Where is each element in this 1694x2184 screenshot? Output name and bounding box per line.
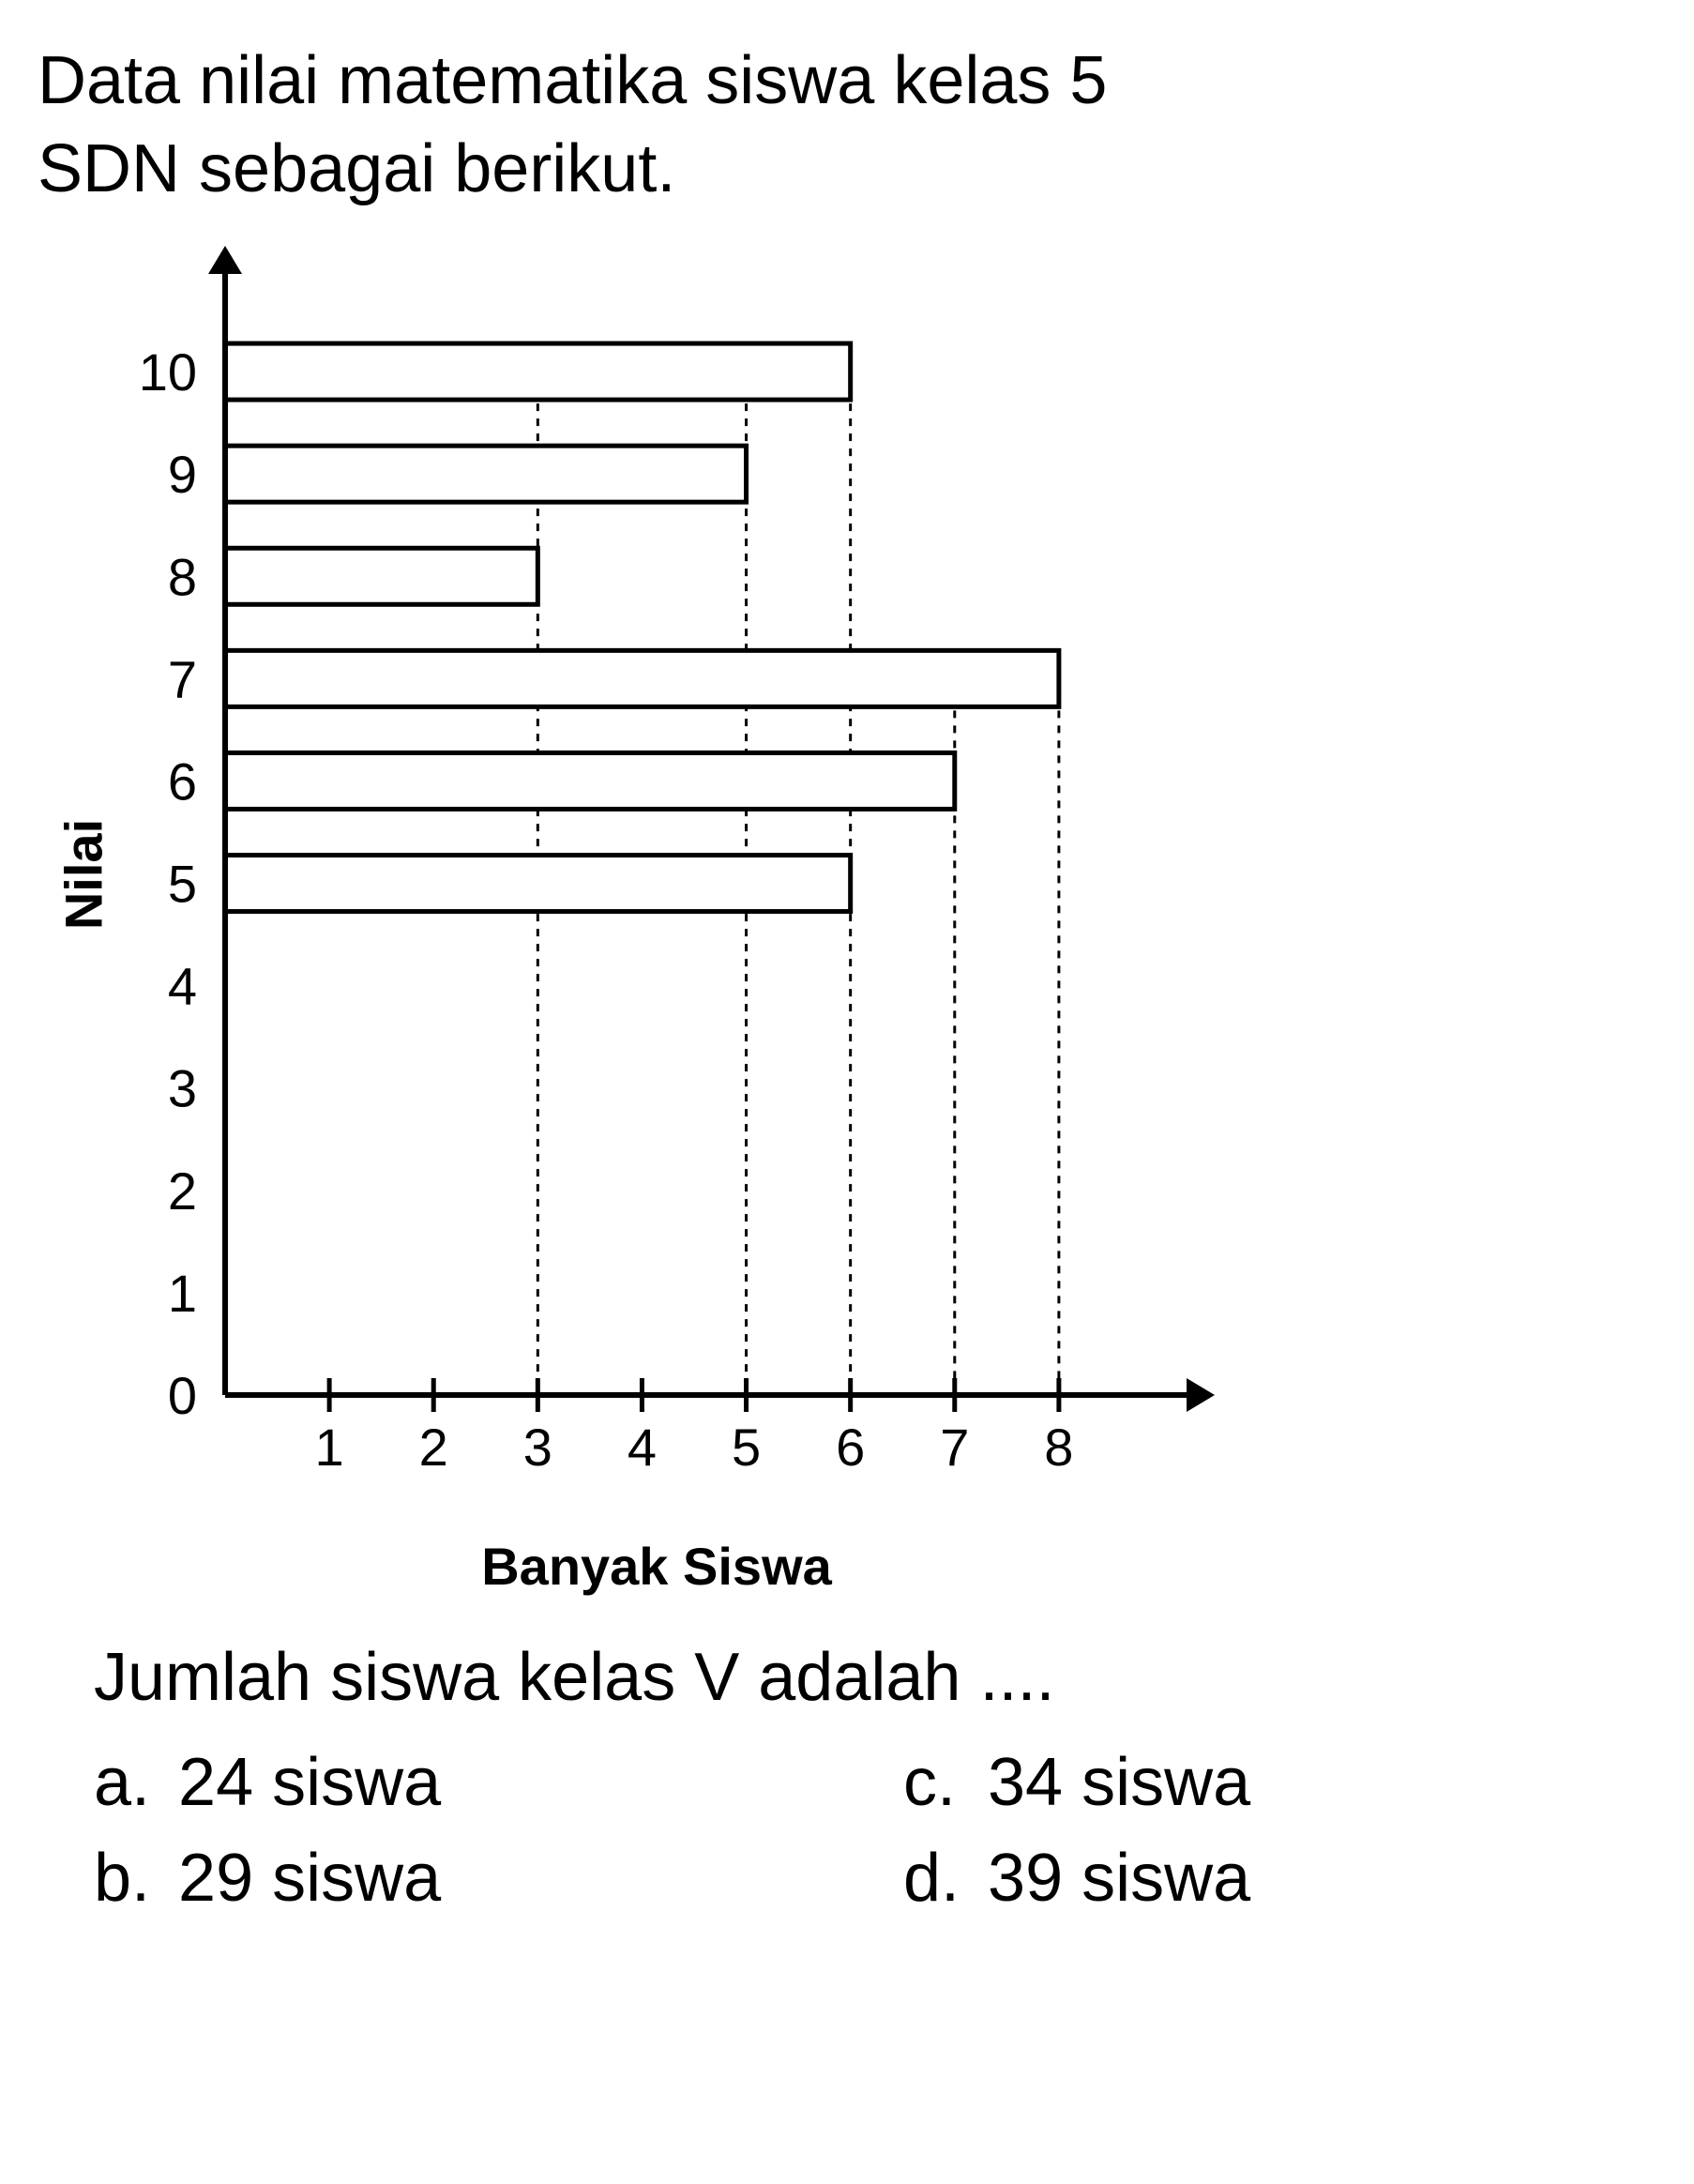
svg-text:3: 3 xyxy=(523,1418,552,1477)
option-a[interactable]: a. 24 siswa xyxy=(94,1744,847,1821)
options-list: a. 24 siswa c. 34 siswa b. 29 siswa d. 3… xyxy=(94,1744,1656,1917)
svg-text:1: 1 xyxy=(315,1418,344,1477)
svg-text:8: 8 xyxy=(1044,1418,1073,1477)
svg-text:6: 6 xyxy=(836,1418,865,1477)
svg-text:9: 9 xyxy=(168,445,197,504)
svg-text:4: 4 xyxy=(168,957,197,1016)
svg-text:3: 3 xyxy=(168,1059,197,1118)
option-letter: b. xyxy=(94,1840,150,1917)
option-letter: a. xyxy=(94,1744,150,1821)
svg-text:10: 10 xyxy=(139,342,197,402)
option-text: 39 siswa xyxy=(988,1840,1250,1917)
option-c[interactable]: c. 34 siswa xyxy=(903,1744,1656,1821)
question-line1: Data nilai matematika siswa kelas 5 xyxy=(38,43,1107,118)
option-text: 29 siswa xyxy=(178,1840,441,1917)
bar-chart: Nilai 01234567891012345678 Banyak Siswa xyxy=(94,241,1219,1508)
option-b[interactable]: b. 29 siswa xyxy=(94,1840,847,1917)
option-letter: c. xyxy=(903,1744,960,1821)
x-axis-label: Banyak Siswa xyxy=(481,1536,832,1597)
svg-text:7: 7 xyxy=(168,650,197,709)
svg-text:0: 0 xyxy=(168,1366,197,1425)
sub-question: Jumlah siswa kelas V adalah .... xyxy=(94,1639,1656,1716)
svg-text:2: 2 xyxy=(168,1161,197,1221)
svg-text:8: 8 xyxy=(168,547,197,606)
svg-text:5: 5 xyxy=(732,1418,761,1477)
question-text: Data nilai matematika siswa kelas 5 SDN … xyxy=(38,38,1656,213)
svg-text:4: 4 xyxy=(628,1418,657,1477)
y-axis-label: Nilai xyxy=(53,819,114,930)
option-d[interactable]: d. 39 siswa xyxy=(903,1840,1656,1917)
question-line2: SDN sebagai berikut. xyxy=(38,131,675,206)
question-container: Data nilai matematika siswa kelas 5 SDN … xyxy=(38,38,1656,1917)
chart-svg: 0 1 2 3 4 5 6 7 8 9 10 1 2 3 4 5 6 7 8 xyxy=(94,241,1219,1508)
option-letter: d. xyxy=(903,1840,960,1917)
svg-text:2: 2 xyxy=(419,1418,448,1477)
svg-text:6: 6 xyxy=(168,752,197,811)
svg-text:1: 1 xyxy=(168,1264,197,1323)
svg-text:5: 5 xyxy=(168,855,197,914)
svg-text:7: 7 xyxy=(940,1418,969,1477)
option-text: 34 siswa xyxy=(988,1744,1250,1821)
option-text: 24 siswa xyxy=(178,1744,441,1821)
